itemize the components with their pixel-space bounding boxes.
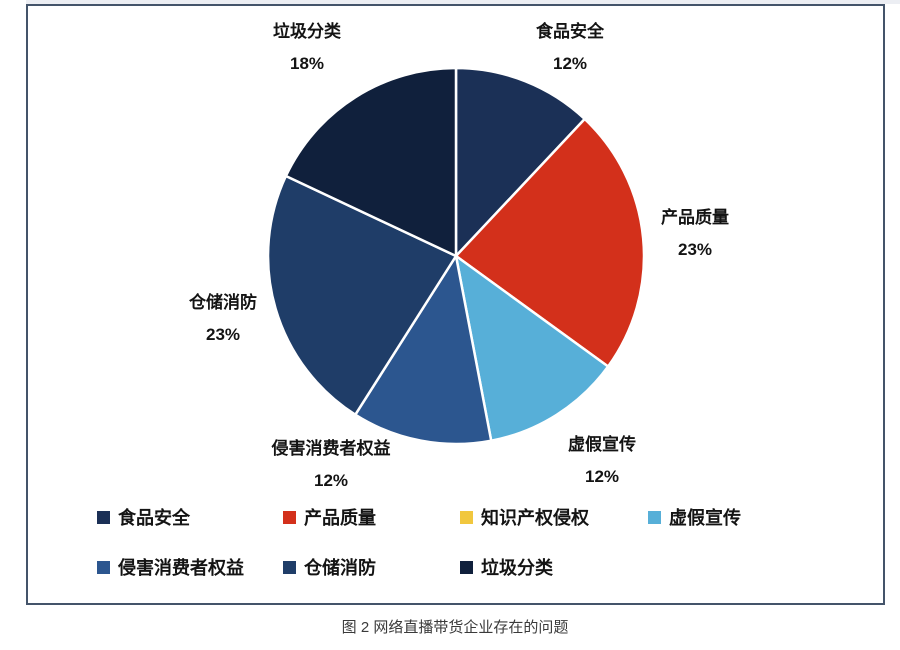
legend-item-consumer-rights-infringement: 侵害消费者权益	[97, 553, 244, 581]
slice-label-pct: 12%	[584, 467, 620, 486]
slice-label-name: 产品质量	[661, 208, 729, 227]
pie-slice-产品质量	[454, 117, 646, 368]
legend-item-warehouse-fire-safety: 仓储消防	[283, 553, 376, 581]
legend-swatch	[460, 510, 473, 524]
legend-label: 知识产权侵权	[481, 508, 589, 528]
legend-label: 产品质量	[304, 508, 376, 528]
legend-item-ip-infringement: 知识产权侵权	[460, 503, 589, 531]
slice-label-pct: 23%	[677, 240, 713, 259]
figure-caption: 图 2 网络直播带货企业存在的问题	[341, 619, 569, 636]
slice-label-name: 垃圾分类	[273, 22, 341, 41]
pie-callout-false-advertising: 虚假宣传 12%	[527, 429, 677, 493]
pie-slice-食品安全	[454, 66, 586, 258]
pie-callout-food-safety: 食品安全 12%	[495, 16, 645, 80]
pie-slice-虚假宣传	[454, 254, 610, 442]
legend-swatch	[97, 510, 110, 524]
pie-slice-侵害消费者权益	[354, 254, 493, 446]
page-top-strip	[26, 0, 900, 4]
slice-label-pct: 12%	[313, 471, 349, 490]
legend-item-false-advertising: 虚假宣传	[648, 503, 741, 531]
slice-label-name: 虚假宣传	[568, 435, 636, 454]
pie-callout-product-quality: 产品质量 23%	[620, 202, 770, 266]
legend-swatch	[97, 560, 110, 574]
legend-item-product-quality: 产品质量	[283, 503, 376, 531]
pie-callout-warehouse-fire-safety: 仓储消防 23%	[148, 287, 298, 351]
slice-label-name: 食品安全	[536, 22, 604, 41]
slice-label-pct: 18%	[289, 54, 325, 73]
legend-label: 垃圾分类	[481, 558, 553, 578]
legend-label: 侵害消费者权益	[118, 558, 244, 578]
legend-swatch	[283, 560, 296, 574]
pie-slice-垃圾分类	[284, 66, 458, 258]
legend-swatch	[283, 510, 296, 524]
legend-swatch	[648, 510, 661, 524]
legend-swatch	[460, 560, 473, 574]
legend-label: 仓储消防	[304, 558, 376, 578]
legend-item-food-safety: 食品安全	[97, 503, 190, 531]
slice-label-pct: 23%	[205, 325, 241, 344]
slice-label-name: 侵害消费者权益	[271, 439, 391, 458]
pie-callout-consumer-rights-infringement: 侵害消费者权益 12%	[216, 433, 446, 497]
legend-label: 食品安全	[118, 508, 190, 528]
legend-label: 虚假宣传	[669, 508, 741, 528]
pie-callout-waste-sorting: 垃圾分类 18%	[232, 16, 382, 80]
pie-slices	[266, 66, 646, 446]
slice-label-pct: 12%	[552, 54, 588, 73]
pie-slice-仓储消防	[266, 174, 458, 416]
legend-item-waste-sorting: 垃圾分类	[460, 553, 553, 581]
slice-label-name: 仓储消防	[189, 293, 257, 312]
